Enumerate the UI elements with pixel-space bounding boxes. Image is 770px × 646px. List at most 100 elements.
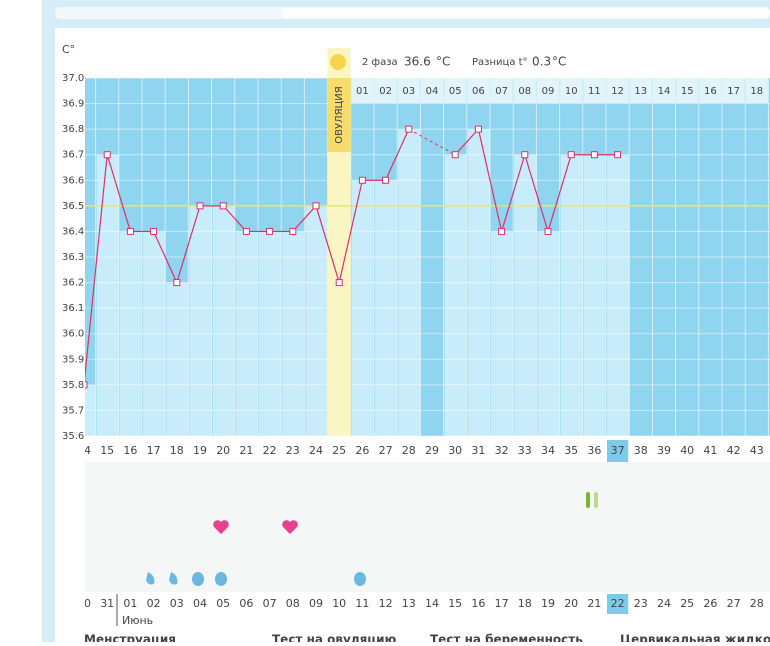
x-tick-label: 16 xyxy=(123,444,137,457)
point xyxy=(498,227,506,235)
point xyxy=(358,176,366,184)
phase2-day: 07 xyxy=(495,86,508,97)
date-label: 04 xyxy=(193,597,207,610)
phase2-day: 14 xyxy=(658,86,671,97)
x-tick-label: 22 xyxy=(263,444,277,457)
phase2-cell xyxy=(560,78,583,103)
date-label: 15 xyxy=(448,597,462,610)
y-tick-label: 35.7 xyxy=(62,405,84,416)
bar xyxy=(212,205,235,436)
phase2-day: 09 xyxy=(542,86,555,97)
phase2-cell xyxy=(467,78,490,103)
x-tick-label: 28 xyxy=(402,444,416,457)
point xyxy=(405,125,413,133)
legend-label: Тест на овуляцию xyxy=(272,633,397,643)
legend-label: Цервикальная жидкост xyxy=(620,633,770,643)
phase2-day: 17 xyxy=(727,86,740,97)
phase2-cell xyxy=(490,78,513,103)
date-label: 07 xyxy=(263,597,277,610)
x-tick-label: 33 xyxy=(518,444,532,457)
x-tick-label: 29 xyxy=(425,444,439,457)
phase2-day: 06 xyxy=(472,86,485,97)
y-tick-label: 36.8 xyxy=(62,124,84,135)
point xyxy=(242,227,250,235)
point xyxy=(521,151,529,159)
date-label: 16 xyxy=(471,597,485,610)
point xyxy=(451,151,459,159)
x-tick-label: 35 xyxy=(564,444,578,457)
x-tick-label: 36 xyxy=(587,444,601,457)
phase2-cell xyxy=(351,78,374,103)
date-label: 26 xyxy=(703,597,717,610)
phase2-day: 12 xyxy=(611,86,624,97)
x-tick-label: 17 xyxy=(147,444,161,457)
x-tick-label: 39 xyxy=(657,444,671,457)
y-tick-label: 36.6 xyxy=(62,175,84,186)
drop-icon xyxy=(354,572,366,586)
point xyxy=(614,151,622,159)
date-label: 25 xyxy=(680,597,694,610)
point xyxy=(335,279,343,287)
y-tick-label: 36.4 xyxy=(62,226,84,237)
y-tick-label: 37.0 xyxy=(62,73,84,84)
scroll-thumb[interactable] xyxy=(282,8,770,18)
phase2-day: 08 xyxy=(518,86,531,97)
x-tick-label: 18 xyxy=(170,444,184,457)
phase2-cell xyxy=(606,78,629,103)
point xyxy=(312,202,320,210)
point xyxy=(266,227,274,235)
x-tick-label: 30 xyxy=(448,444,462,457)
legend-label: Менструация xyxy=(84,633,176,643)
x-tick-label: 19 xyxy=(193,444,207,457)
phase2-cell xyxy=(745,78,768,103)
point xyxy=(382,176,390,184)
phase2-day: 13 xyxy=(634,86,647,97)
drop-icon xyxy=(192,572,204,586)
phase2-cell xyxy=(536,78,560,103)
phase2-cell xyxy=(397,78,420,103)
phase2-cell xyxy=(583,78,606,103)
y-tick-label: 35.6 xyxy=(62,431,84,442)
phase2-cell xyxy=(420,78,444,103)
phase2-day: 10 xyxy=(565,86,578,97)
events-area xyxy=(85,462,770,592)
phase2-day: 03 xyxy=(402,86,415,97)
phase2-day: 16 xyxy=(704,86,717,97)
date-label: 09 xyxy=(309,597,323,610)
y-tick-label: 35.9 xyxy=(62,354,84,365)
y-tick-label: 36.3 xyxy=(62,252,84,263)
month-label: Июнь xyxy=(122,614,153,627)
x-tick-label: 23 xyxy=(286,444,300,457)
phase2-cell xyxy=(699,78,722,103)
phase2-cell xyxy=(722,78,745,103)
x-tick-label: 21 xyxy=(239,444,253,457)
diff-value: 0.3 xyxy=(532,55,551,69)
y-tick-label: 36.9 xyxy=(62,99,84,110)
date-label: 22 xyxy=(611,597,625,610)
phase-label: 2 фаза xyxy=(362,57,398,68)
point xyxy=(126,227,134,235)
diff-unit: °C xyxy=(552,55,566,69)
y-tick-label: 36.2 xyxy=(62,278,84,289)
date-label: 03 xyxy=(170,597,184,610)
phase2-day: 05 xyxy=(449,86,462,97)
phase2-cell xyxy=(444,78,467,103)
phase2-cell xyxy=(652,78,676,103)
sun-icon xyxy=(330,54,346,70)
phase2-cell xyxy=(374,78,397,103)
date-label: 20 xyxy=(564,597,578,610)
point xyxy=(544,227,552,235)
point xyxy=(85,381,88,389)
phase2-day: 18 xyxy=(750,86,763,97)
drop-icon xyxy=(169,572,178,585)
x-tick-label: 42 xyxy=(727,444,741,457)
today-cell xyxy=(607,440,629,462)
date-label: 14 xyxy=(425,597,439,610)
point xyxy=(103,151,111,159)
y-tick-label: 36.7 xyxy=(62,150,84,161)
point xyxy=(567,151,575,159)
x-tick-label: 43 xyxy=(750,444,764,457)
x-tick-label: 38 xyxy=(634,444,648,457)
